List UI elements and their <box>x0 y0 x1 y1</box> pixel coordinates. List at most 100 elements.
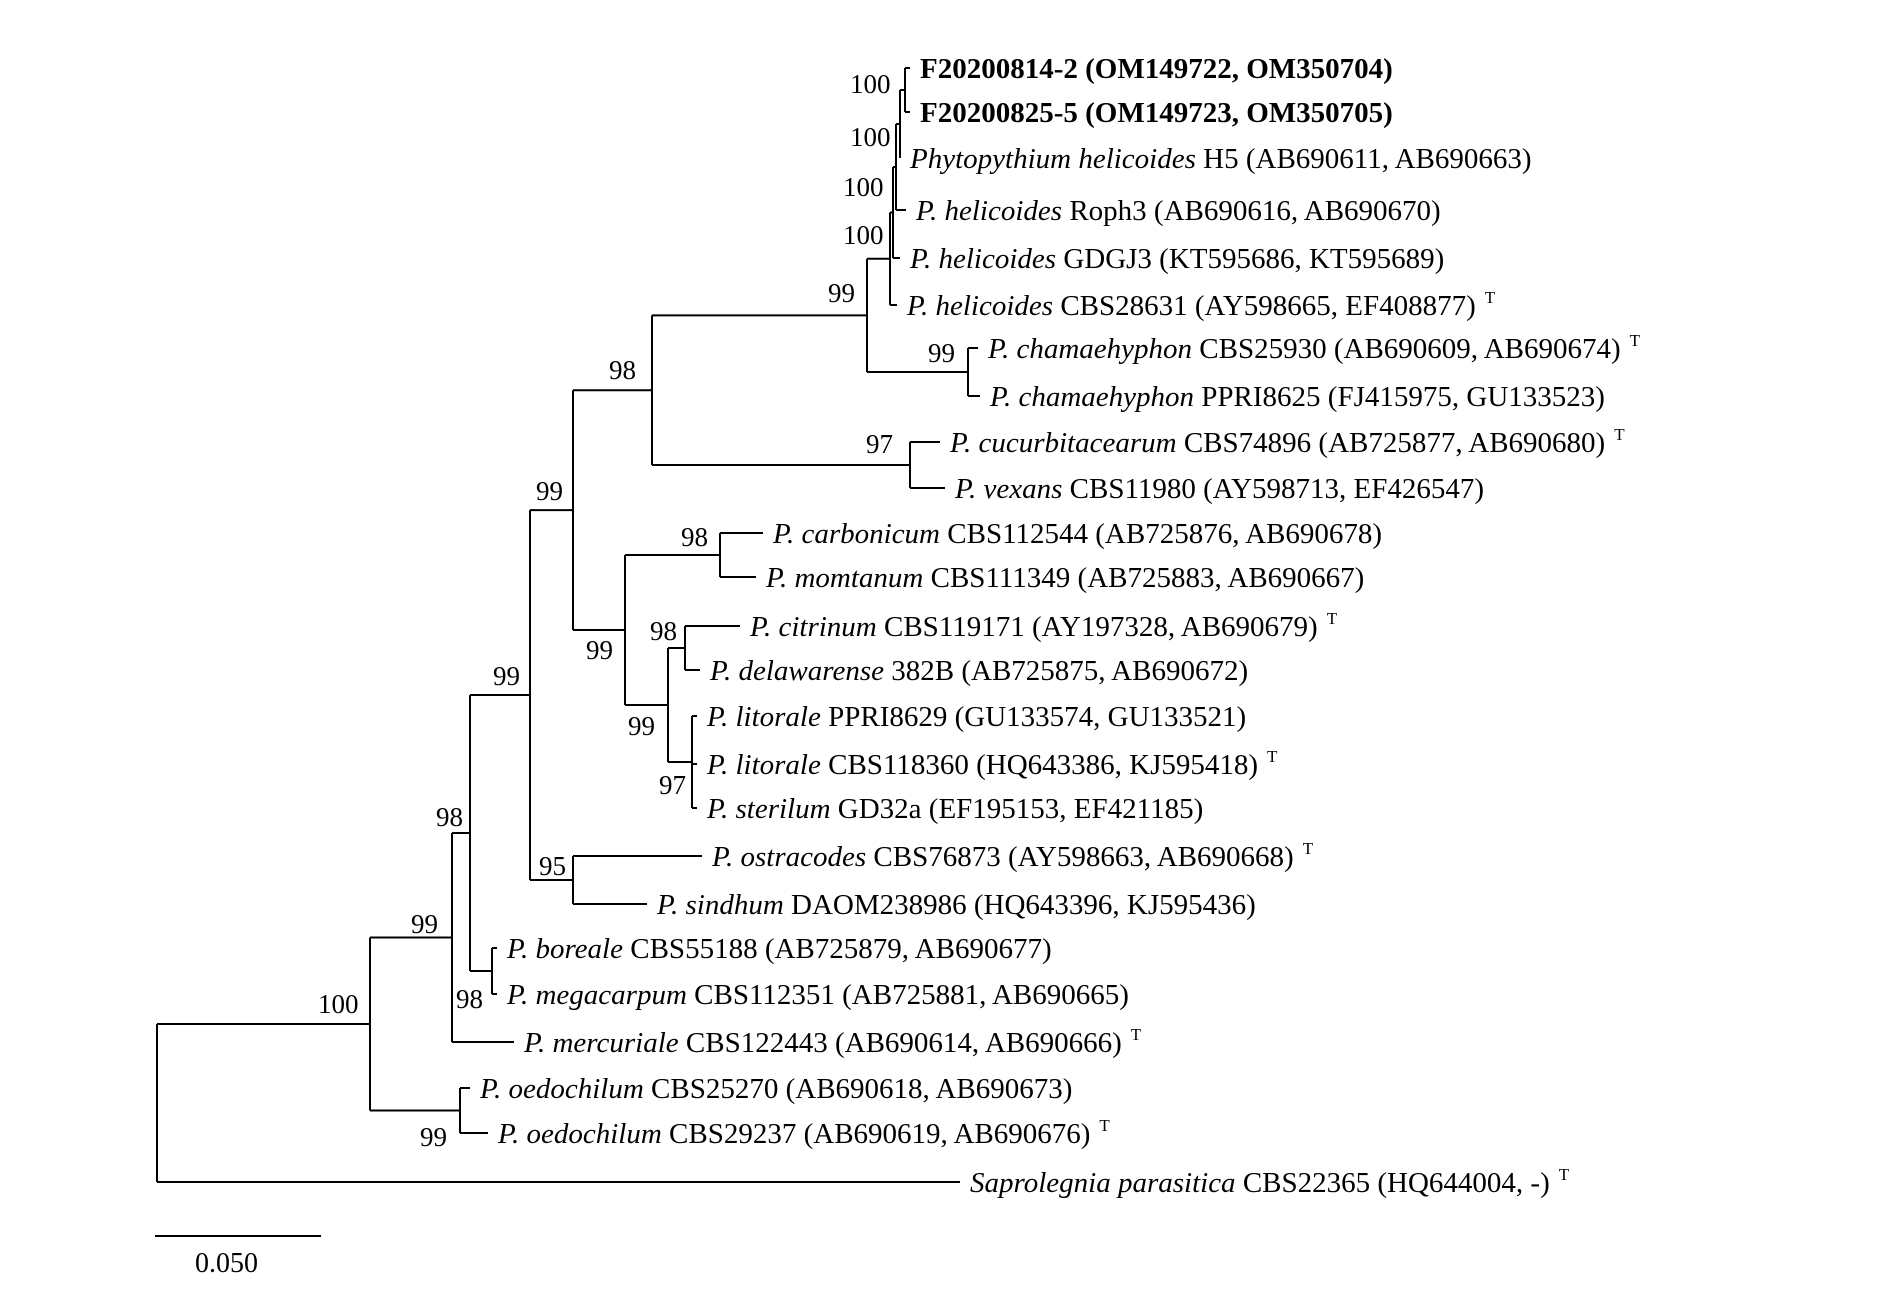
taxon-strain-accessions: GDGJ3 (KT595686, KT595689) <box>1056 243 1444 275</box>
taxon-strain-accessions: CBS55188 (AB725879, AB690677) <box>623 933 1052 965</box>
taxon-label: P. helicoides Roph3 (AB690616, AB690670) <box>915 195 1441 227</box>
taxon-label: P. chamaehyphon CBS25930 (AB690609, AB69… <box>987 331 1641 365</box>
taxon-strain-accessions: CBS122443 (AB690614, AB690666) <box>679 1027 1122 1059</box>
taxon-species-name: P. litorale <box>706 749 821 781</box>
taxon-strain-accessions: CBS76873 (AY598663, AB690668) <box>866 841 1294 873</box>
bootstrap-value: 99 <box>928 338 955 368</box>
taxon-species-name: Phytopythium helicoides <box>909 143 1196 175</box>
taxon-species-name: P. megacarpum <box>506 979 687 1011</box>
taxon-strain-accessions: PPRI8625 (FJ415975, GU133523) <box>1194 381 1605 413</box>
taxon-label: P. vexans CBS11980 (AY598713, EF426547) <box>954 473 1484 505</box>
bootstrap-value: 99 <box>536 476 563 506</box>
taxon-labels: F20200814-2 (OM149722, OM350704) F2020082… <box>479 53 1641 1199</box>
taxon-strain-accessions: H5 (AB690611, AB690663) <box>1196 143 1532 175</box>
bootstrap-value: 99 <box>420 1122 447 1152</box>
taxon-species-name: P. chamaehyphon <box>989 381 1194 413</box>
bootstrap-value: 100 <box>843 220 884 250</box>
bootstrap-values: 1001001001009999989799989899999795999898… <box>318 69 955 1152</box>
taxon-strain-accessions: CBS111349 (AB725883, AB690667) <box>923 562 1364 594</box>
taxon-strain-accessions: Roph3 (AB690616, AB690670) <box>1062 195 1441 227</box>
taxon-label: P. oedochilum CBS29237 (AB690619, AB6906… <box>497 1116 1110 1150</box>
taxon-label: P. litorale PPRI8629 (GU133574, GU133521… <box>706 701 1246 733</box>
taxon-strain-accessions: 382B (AB725875, AB690672) <box>884 655 1248 687</box>
taxon-species-name: P. boreale <box>506 933 623 965</box>
type-strain-marker: T <box>1099 1116 1110 1135</box>
taxon-species-name: P. helicoides <box>906 290 1053 322</box>
taxon-label: P. momtanum CBS111349 (AB725883, AB69066… <box>765 562 1364 594</box>
taxon-strain-accessions: F20200814-2 (OM149722, OM350704) <box>920 53 1393 85</box>
taxon-species-name: P. delawarense <box>709 655 884 687</box>
bootstrap-value: 99 <box>828 278 855 308</box>
taxon-species-name: P. cucurbitacearum <box>949 427 1177 459</box>
bootstrap-value: 97 <box>866 429 893 459</box>
type-strain-marker: T <box>1630 331 1641 350</box>
taxon-label: P. citrinum CBS119171 (AY197328, AB69067… <box>749 609 1338 643</box>
taxon-strain-accessions: CBS28631 (AY598665, EF408877) <box>1053 290 1476 322</box>
taxon-label: P. sindhum DAOM238986 (HQ643396, KJ59543… <box>656 889 1256 921</box>
taxon-label: P. cucurbitacearum CBS74896 (AB725877, A… <box>949 425 1625 459</box>
tree-branches <box>156 67 980 1183</box>
taxon-label: P. carbonicum CBS112544 (AB725876, AB690… <box>772 518 1382 550</box>
taxon-species-name: P. helicoides <box>915 195 1062 227</box>
type-strain-marker: T <box>1131 1025 1142 1044</box>
bootstrap-value: 99 <box>586 635 613 665</box>
taxon-strain-accessions: CBS11980 (AY598713, EF426547) <box>1062 473 1484 505</box>
taxon-strain-accessions: CBS29237 (AB690619, AB690676) <box>662 1118 1091 1150</box>
taxon-strain-accessions: CBS74896 (AB725877, AB690680) <box>1177 427 1606 459</box>
taxon-species-name: P. momtanum <box>765 562 923 594</box>
type-strain-marker: T <box>1614 425 1625 444</box>
taxon-label: P. helicoides GDGJ3 (KT595686, KT595689) <box>909 243 1444 275</box>
taxon-label: P. litorale CBS118360 (HQ643386, KJ59541… <box>706 747 1278 781</box>
taxon-strain-accessions: CBS112544 (AB725876, AB690678) <box>940 518 1382 550</box>
taxon-label: P. mercuriale CBS122443 (AB690614, AB690… <box>523 1025 1142 1059</box>
taxon-strain-accessions: PPRI8629 (GU133574, GU133521) <box>821 701 1246 733</box>
type-strain-marker: T <box>1303 839 1314 858</box>
taxon-label: P. boreale CBS55188 (AB725879, AB690677) <box>506 933 1052 965</box>
taxon-species-name: P. citrinum <box>749 611 877 643</box>
taxon-strain-accessions: CBS118360 (HQ643386, KJ595418) <box>821 749 1258 781</box>
taxon-species-name: P. vexans <box>954 473 1062 505</box>
bootstrap-value: 98 <box>681 522 708 552</box>
bootstrap-value: 99 <box>628 711 655 741</box>
bootstrap-value: 98 <box>436 802 463 832</box>
taxon-label: F20200814-2 (OM149722, OM350704) <box>920 53 1393 85</box>
type-strain-marker: T <box>1485 288 1496 307</box>
taxon-strain-accessions: CBS119171 (AY197328, AB690679) <box>877 611 1318 643</box>
taxon-label: Phytopythium helicoides H5 (AB690611, AB… <box>909 143 1532 175</box>
type-strain-marker: T <box>1267 747 1278 766</box>
taxon-species-name: P. oedochilum <box>497 1118 662 1150</box>
taxon-strain-accessions: DAOM238986 (HQ643396, KJ595436) <box>784 889 1256 921</box>
taxon-species-name: Saprolegnia parasitica <box>970 1167 1236 1199</box>
taxon-strain-accessions: F20200825-5 (OM149723, OM350705) <box>920 97 1393 129</box>
bootstrap-value: 95 <box>539 851 566 881</box>
taxon-species-name: P. helicoides <box>909 243 1056 275</box>
scale-bar-label: 0.050 <box>195 1248 258 1279</box>
taxon-strain-accessions: CBS22365 (HQ644004, -) <box>1236 1167 1550 1199</box>
bootstrap-value: 100 <box>843 172 884 202</box>
bootstrap-value: 98 <box>609 355 636 385</box>
taxon-species-name: P. carbonicum <box>772 518 940 550</box>
bootstrap-value: 100 <box>318 989 359 1019</box>
taxon-label: P. megacarpum CBS112351 (AB725881, AB690… <box>506 979 1129 1011</box>
scale-bar: 0.050 <box>155 1235 321 1279</box>
taxon-species-name: P. ostracodes <box>711 841 866 873</box>
taxon-species-name: P. litorale <box>706 701 821 733</box>
taxon-label: P. oedochilum CBS25270 (AB690618, AB6906… <box>479 1073 1072 1105</box>
taxon-label: Saprolegnia parasitica CBS22365 (HQ64400… <box>970 1165 1570 1199</box>
bootstrap-value: 98 <box>650 616 677 646</box>
taxon-label: P. ostracodes CBS76873 (AY598663, AB6906… <box>711 839 1314 873</box>
taxon-label: F20200825-5 (OM149723, OM350705) <box>920 97 1393 129</box>
type-strain-marker: T <box>1327 609 1338 628</box>
taxon-label: P. delawarense 382B (AB725875, AB690672) <box>709 655 1248 687</box>
bootstrap-value: 100 <box>850 69 891 99</box>
bootstrap-value: 99 <box>411 909 438 939</box>
taxon-strain-accessions: CBS112351 (AB725881, AB690665) <box>687 979 1129 1011</box>
taxon-species-name: P. chamaehyphon <box>987 333 1192 365</box>
taxon-species-name: P. mercuriale <box>523 1027 679 1059</box>
taxon-species-name: P. sindhum <box>656 889 784 921</box>
taxon-label: P. helicoides CBS28631 (AY598665, EF4088… <box>906 288 1496 322</box>
taxon-label: P. chamaehyphon PPRI8625 (FJ415975, GU13… <box>989 381 1605 413</box>
bootstrap-value: 97 <box>659 770 686 800</box>
taxon-label: P. sterilum GD32a (EF195153, EF421185) <box>706 793 1203 825</box>
